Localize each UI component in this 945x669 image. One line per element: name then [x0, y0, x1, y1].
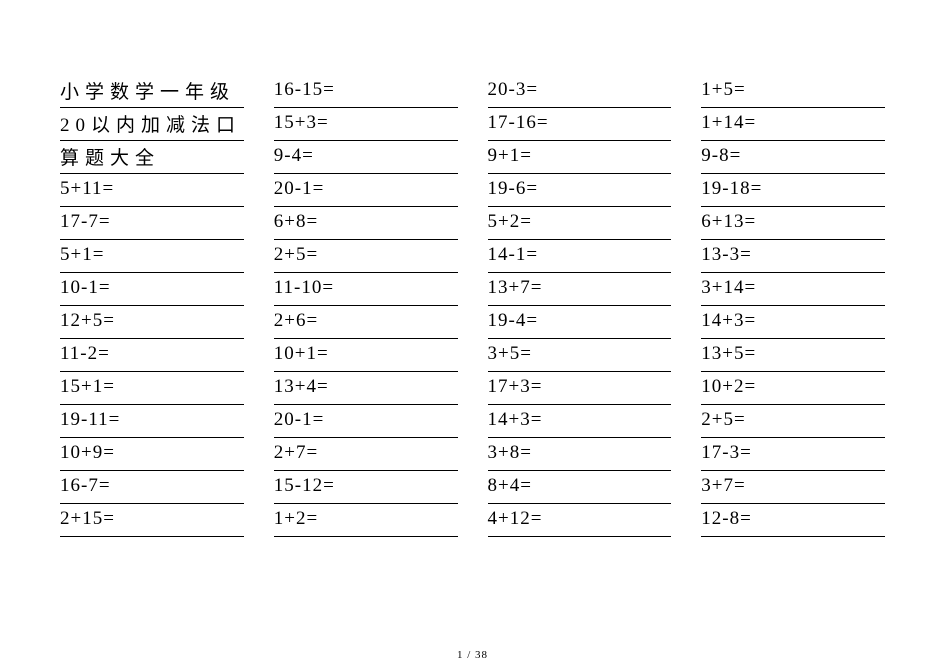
- math-problem: 9-4=: [274, 141, 458, 174]
- math-problem: 17-16=: [488, 108, 672, 141]
- math-problem: 16-15=: [274, 75, 458, 108]
- worksheet-title-line: 20以内加减法口: [60, 108, 244, 141]
- math-problem: 20-1=: [274, 405, 458, 438]
- math-problem: 13+4=: [274, 372, 458, 405]
- math-problem: 20-1=: [274, 174, 458, 207]
- worksheet-title-line: 算题大全: [60, 141, 244, 174]
- math-problem: 15+3=: [274, 108, 458, 141]
- math-problem: 19-6=: [488, 174, 672, 207]
- math-problem: 14+3=: [701, 306, 885, 339]
- math-problem: 13+5=: [701, 339, 885, 372]
- math-problem: 2+5=: [701, 405, 885, 438]
- math-problem: 20-3=: [488, 75, 672, 108]
- math-problem: 1+14=: [701, 108, 885, 141]
- math-problem: 3+7=: [701, 471, 885, 504]
- math-problem: 5+11=: [60, 174, 244, 207]
- math-problem: 2+6=: [274, 306, 458, 339]
- math-problem: 3+8=: [488, 438, 672, 471]
- math-problem: 1+2=: [274, 504, 458, 537]
- math-problem: 3+14=: [701, 273, 885, 306]
- math-problem: 9-8=: [701, 141, 885, 174]
- math-problem: 5+1=: [60, 240, 244, 273]
- math-problem: 14+3=: [488, 405, 672, 438]
- math-problem: 9+1=: [488, 141, 672, 174]
- math-problem: 12-8=: [701, 504, 885, 537]
- math-problem: 4+12=: [488, 504, 672, 537]
- math-problem: 15-12=: [274, 471, 458, 504]
- math-problem: 10+1=: [274, 339, 458, 372]
- math-problem: 17-3=: [701, 438, 885, 471]
- page-number: 1 / 38: [0, 649, 945, 661]
- math-problem: 11-2=: [60, 339, 244, 372]
- math-problem: 12+5=: [60, 306, 244, 339]
- math-problem: 3+5=: [488, 339, 672, 372]
- math-problem: 19-4=: [488, 306, 672, 339]
- math-problem: 16-7=: [60, 471, 244, 504]
- math-problem: 11-10=: [274, 273, 458, 306]
- worksheet-title-line: 小学数学一年级: [60, 75, 244, 108]
- math-problem: 2+7=: [274, 438, 458, 471]
- math-problem: 2+5=: [274, 240, 458, 273]
- math-problem: 19-18=: [701, 174, 885, 207]
- math-problem: 17-7=: [60, 207, 244, 240]
- math-problem: 13-3=: [701, 240, 885, 273]
- math-problem: 10+9=: [60, 438, 244, 471]
- math-problem: 15+1=: [60, 372, 244, 405]
- math-problem: 10-1=: [60, 273, 244, 306]
- math-problem: 2+15=: [60, 504, 244, 537]
- math-problem: 6+8=: [274, 207, 458, 240]
- math-worksheet: 小学数学一年级 16-15= 20-3= 1+5= 20以内加减法口 15+3= 17-16…: [60, 75, 885, 537]
- math-problem: 14-1=: [488, 240, 672, 273]
- math-problem: 8+4=: [488, 471, 672, 504]
- math-problem: 1+5=: [701, 75, 885, 108]
- math-problem: 10+2=: [701, 372, 885, 405]
- math-problem: 19-11=: [60, 405, 244, 438]
- math-problem: 17+3=: [488, 372, 672, 405]
- math-problem: 6+13=: [701, 207, 885, 240]
- math-problem: 5+2=: [488, 207, 672, 240]
- math-problem: 13+7=: [488, 273, 672, 306]
